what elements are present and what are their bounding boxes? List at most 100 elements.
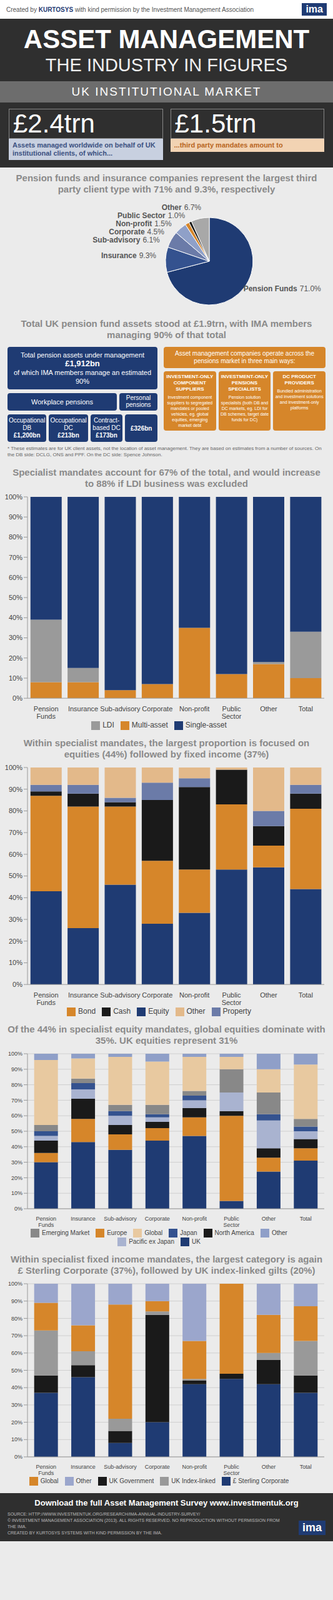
svg-text:PensionFunds: PensionFunds: [35, 1215, 57, 1228]
svg-text:Other: Other: [261, 1463, 277, 1470]
svg-text:Sub-advisory6.1%: Sub-advisory6.1%: [92, 235, 160, 245]
svg-text:10%: 10%: [8, 674, 23, 682]
svg-text:60%: 60%: [8, 850, 23, 858]
svg-text:PublicSector: PublicSector: [223, 1463, 240, 1476]
svg-text:Total: Total: [299, 1215, 312, 1222]
svg-text:PensionFunds: PensionFunds: [33, 704, 59, 720]
svg-text:Corporate: Corporate: [141, 990, 173, 999]
html-text:Assets managed worldwide on be: Assets managed worldwide on behalf of UK…: [12, 141, 156, 157]
html-text:Total UK pension fund assets s: Total UK pension fund assets stood at £1…: [20, 318, 313, 340]
svg-text:Corporate: Corporate: [144, 1215, 170, 1222]
svg-text:PublicSector: PublicSector: [221, 704, 242, 720]
html-text:Pension funds and insurance co: Pension funds and insurance companies re…: [15, 172, 318, 195]
svg-text:Total: Total: [299, 1463, 312, 1470]
svg-text:20%: 20%: [11, 1174, 23, 1181]
svg-text:100%: 100%: [8, 1280, 23, 1287]
svg-text:Insurance: Insurance: [68, 704, 99, 713]
svg-text:Non-profit: Non-profit: [179, 704, 210, 713]
svg-text:60%: 60%: [11, 1112, 23, 1119]
html-text:Pension solution specialists (: Pension solution specialists (both DB an…: [220, 394, 269, 422]
html-text:INVESTMENT-ONLY PENSIONS SPECI: INVESTMENT-ONLY PENSIONS SPECIALISTS: [221, 373, 269, 392]
svg-text:90%: 90%: [11, 1297, 23, 1304]
svg-text:70%: 70%: [11, 1097, 23, 1104]
svg-text:40%: 40%: [8, 893, 23, 901]
svg-text:50%: 50%: [8, 871, 23, 880]
svg-text:Other: Other: [261, 1215, 277, 1222]
svg-text:90%: 90%: [11, 1065, 23, 1073]
svg-text:Insurance: Insurance: [70, 1215, 96, 1222]
svg-text:20%: 20%: [8, 654, 23, 662]
svg-text:70%: 70%: [8, 828, 23, 836]
svg-text:Insurance: Insurance: [68, 990, 99, 999]
svg-text:Non-profit: Non-profit: [179, 990, 210, 999]
svg-text:30%: 30%: [8, 915, 23, 923]
svg-text:80%: 80%: [8, 532, 23, 541]
svg-text:Sub-advisory: Sub-advisory: [103, 1215, 137, 1222]
html-text:Of the 44% in specialist equit: Of the 44% in specialist equity mandates…: [7, 1023, 326, 1046]
html-text:of which IMA members manage an: of which IMA members manage an estimated…: [13, 368, 152, 385]
html-text:£1.5trn: £1.5trn: [174, 108, 257, 139]
svg-text:40%: 40%: [11, 1383, 23, 1391]
html-text:£2.4trn: £2.4trn: [13, 108, 95, 139]
svg-text:Corporate: Corporate: [141, 704, 173, 713]
svg-text:100%: 100%: [4, 492, 23, 501]
svg-text:Other: Other: [259, 704, 278, 713]
svg-text:Corporate: Corporate: [144, 1463, 170, 1470]
svg-text:Other: Other: [259, 990, 278, 999]
svg-text:60%: 60%: [8, 573, 23, 582]
svg-text:PensionFunds: PensionFunds: [33, 990, 59, 1006]
svg-text:Public Sector1.0%: Public Sector1.0%: [117, 211, 185, 220]
svg-text:Non-profit: Non-profit: [181, 1463, 207, 1470]
svg-text:90%: 90%: [8, 512, 23, 521]
html-text:INVESTMENT-ONLY COMPONENT SUPP: INVESTMENT-ONLY COMPONENT SUPPLIERS: [166, 373, 214, 392]
svg-text:80%: 80%: [8, 806, 23, 815]
svg-text:80%: 80%: [11, 1081, 23, 1088]
svg-text:Sub-advisory: Sub-advisory: [99, 704, 141, 713]
svg-text:20%: 20%: [8, 937, 23, 945]
svg-text:70%: 70%: [11, 1332, 23, 1339]
svg-text:0%: 0%: [12, 980, 23, 988]
svg-text:Non-profit: Non-profit: [181, 1215, 207, 1222]
svg-text:0%: 0%: [14, 1205, 23, 1212]
svg-text:Insurance: Insurance: [70, 1463, 96, 1470]
svg-text:30%: 30%: [11, 1401, 23, 1408]
svg-text:80%: 80%: [11, 1315, 23, 1322]
svg-text:Sub-advisory: Sub-advisory: [99, 990, 141, 999]
html-text:Within specialist mandates, th: Within specialist mandates, the largest …: [23, 737, 310, 760]
svg-text:Corporate4.5%: Corporate4.5%: [108, 227, 165, 237]
svg-text:Insurance9.3%: Insurance9.3%: [101, 251, 157, 260]
html-text:Specialist mandates account fo: Specialist mandates account for 67% of t…: [12, 466, 321, 489]
svg-text:50%: 50%: [8, 593, 23, 602]
html-text:Investment component suppliers: Investment component suppliers to segreg…: [167, 394, 213, 428]
svg-text:PublicSector: PublicSector: [223, 1215, 240, 1228]
svg-text:50%: 50%: [11, 1366, 23, 1374]
svg-text:20%: 20%: [11, 1418, 23, 1426]
svg-text:70%: 70%: [8, 553, 23, 562]
svg-text:0%: 0%: [12, 694, 23, 702]
html-text:THE INDUSTRY IN FIGURES: THE INDUSTRY IN FIGURES: [45, 54, 288, 75]
svg-text:Other6.7%: Other6.7%: [161, 203, 202, 212]
svg-text:60%: 60%: [11, 1349, 23, 1356]
svg-text:90%: 90%: [8, 785, 23, 793]
svg-text:30%: 30%: [11, 1158, 23, 1166]
svg-text:30%: 30%: [8, 633, 23, 642]
svg-text:PensionFunds: PensionFunds: [35, 1463, 57, 1476]
svg-text:Non-profit1.5%: Non-profit1.5%: [115, 219, 172, 229]
svg-text:10%: 10%: [11, 1189, 23, 1196]
svg-text:50%: 50%: [11, 1127, 23, 1134]
svg-text:PublicSector: PublicSector: [221, 990, 242, 1006]
svg-text:Sub-advisory: Sub-advisory: [103, 1463, 137, 1470]
svg-text:Total: Total: [298, 990, 314, 999]
svg-text:100%: 100%: [4, 763, 23, 771]
html-text:ASSET MANAGEMENT: ASSET MANAGEMENT: [23, 24, 310, 54]
svg-text:100%: 100%: [8, 1050, 23, 1057]
svg-text:10%: 10%: [8, 958, 23, 966]
html-text:Within specialist fixed income: Within specialist fixed income mandates,…: [10, 1253, 323, 1276]
svg-text:40%: 40%: [8, 613, 23, 622]
svg-text:40%: 40%: [11, 1143, 23, 1150]
svg-text:10%: 10%: [11, 1435, 23, 1442]
html-text:Bundled administration and inv: Bundled administration and investment so…: [275, 388, 324, 410]
svg-text:Pension Funds71.0%: Pension Funds71.0%: [243, 284, 322, 294]
svg-text:0%: 0%: [14, 1453, 23, 1460]
svg-text:Total: Total: [298, 704, 314, 713]
